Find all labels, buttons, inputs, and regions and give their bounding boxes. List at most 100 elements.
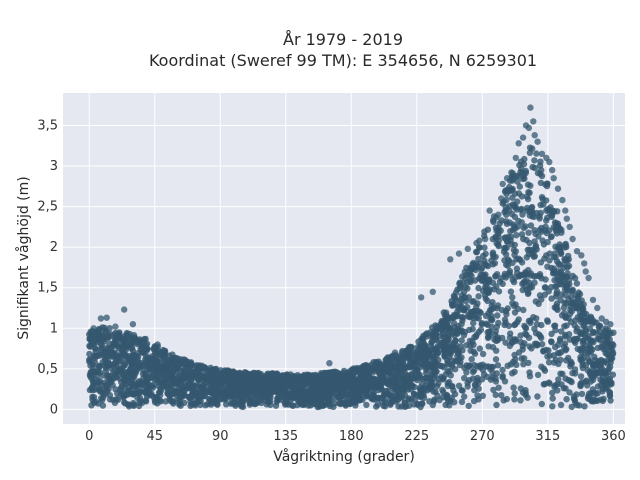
data-point: [102, 333, 109, 340]
data-point: [144, 354, 152, 361]
data-point: [136, 388, 144, 395]
data-point: [573, 280, 581, 287]
data-point: [542, 284, 549, 291]
data-point: [582, 268, 589, 275]
y-tick-label: 2: [50, 240, 58, 255]
data-point: [503, 196, 510, 203]
data-point: [553, 258, 561, 265]
data-point: [534, 138, 541, 145]
data-point: [569, 287, 576, 295]
data-point: [123, 329, 131, 337]
data-point: [447, 372, 454, 379]
data-point: [493, 305, 501, 312]
data-point: [538, 150, 546, 157]
data-point: [533, 342, 540, 349]
data-point: [420, 394, 428, 402]
data-point: [461, 393, 468, 400]
data-point: [493, 283, 500, 290]
data-point: [318, 372, 325, 379]
data-point: [172, 365, 179, 373]
data-point: [578, 252, 585, 259]
data-point: [460, 279, 467, 286]
data-point: [518, 355, 525, 362]
data-point: [587, 345, 594, 352]
data-point: [471, 367, 478, 374]
data-point: [507, 233, 515, 241]
data-point: [560, 343, 568, 350]
data-point: [571, 335, 578, 343]
data-point: [468, 356, 475, 363]
data-point: [589, 296, 597, 304]
data-point: [501, 234, 508, 242]
data-point: [582, 341, 589, 349]
data-point: [573, 248, 581, 255]
data-point: [521, 270, 529, 277]
data-point: [235, 384, 242, 391]
x-tick-label: 315: [535, 429, 560, 444]
data-point: [103, 314, 110, 321]
data-point: [607, 321, 614, 328]
data-point: [159, 380, 167, 387]
data-point: [282, 386, 289, 393]
data-point: [446, 353, 453, 361]
data-point: [121, 306, 128, 313]
data-point: [429, 324, 436, 331]
data-point: [172, 355, 179, 362]
data-point: [110, 363, 118, 370]
data-point: [538, 400, 545, 408]
data-point: [187, 374, 194, 381]
x-tick-label: 225: [404, 429, 429, 444]
y-axis-ticks: 0 0,5 1 1,5 2 2,5 3 3,5: [37, 118, 58, 417]
data-point: [290, 373, 298, 380]
data-point: [574, 325, 581, 332]
data-point: [556, 350, 563, 357]
data-point: [518, 193, 526, 200]
data-point: [507, 288, 515, 295]
data-point: [568, 378, 575, 386]
data-point: [603, 377, 610, 384]
data-point: [464, 245, 471, 252]
data-point: [538, 296, 545, 303]
data-point: [519, 280, 526, 288]
data-point: [506, 269, 513, 277]
data-point: [94, 373, 101, 380]
data-point: [363, 401, 370, 409]
data-point: [570, 393, 578, 400]
data-point: [393, 386, 400, 394]
data-point: [470, 298, 477, 305]
data-point: [484, 321, 491, 329]
data-point: [435, 380, 442, 387]
data-point: [554, 380, 561, 388]
data-point: [324, 385, 331, 392]
data-point: [130, 402, 137, 409]
data-point: [484, 373, 491, 381]
data-point: [495, 384, 502, 391]
data-point: [359, 364, 366, 372]
data-point: [540, 348, 547, 355]
data-point: [558, 275, 565, 282]
data-point: [366, 365, 373, 372]
data-point: [563, 283, 570, 291]
data-point: [519, 134, 527, 141]
y-tick-label: 3,5: [37, 118, 58, 133]
data-point: [526, 343, 533, 350]
data-point: [177, 402, 184, 409]
data-point: [528, 203, 536, 211]
data-point: [559, 196, 566, 204]
data-point: [561, 299, 568, 306]
data-point: [562, 292, 569, 299]
data-point: [460, 307, 467, 314]
data-point: [273, 378, 281, 385]
data-point: [114, 390, 121, 397]
data-point: [158, 364, 165, 371]
data-point: [418, 335, 425, 343]
data-point: [579, 358, 586, 366]
data-point: [134, 350, 142, 357]
data-point: [161, 347, 169, 355]
data-point: [418, 294, 425, 301]
data-point: [401, 369, 409, 377]
data-point: [458, 398, 466, 406]
data-point: [285, 372, 292, 380]
data-point: [510, 278, 518, 286]
